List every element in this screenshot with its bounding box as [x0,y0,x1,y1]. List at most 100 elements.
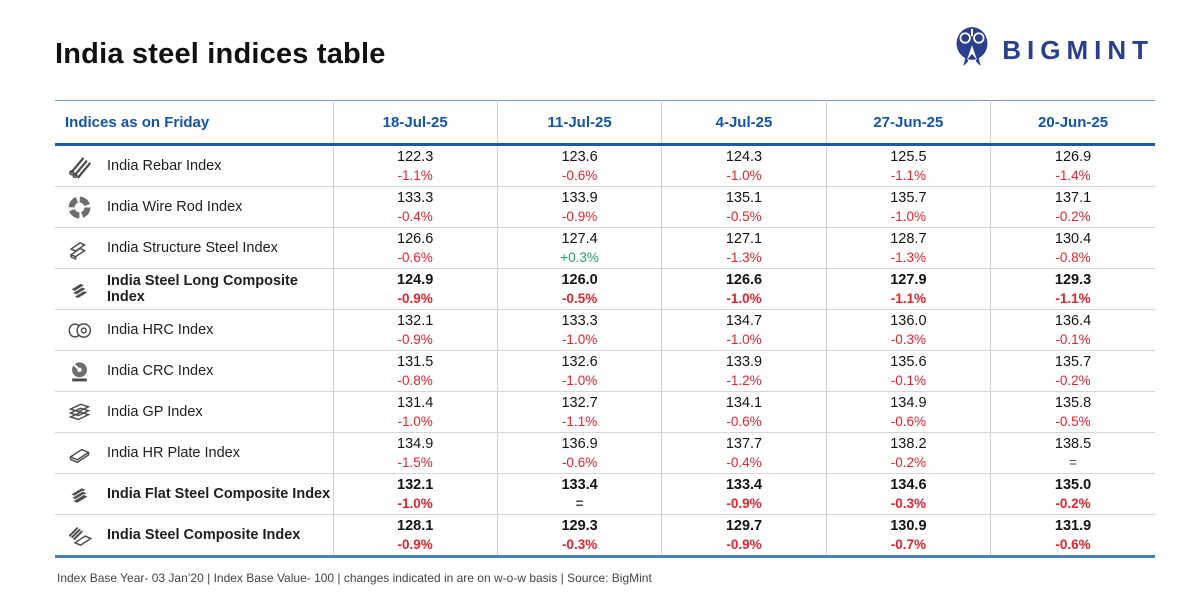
wow-change: -0.6% [1055,536,1091,552]
wow-change: -1.0% [726,290,762,306]
value-cell: 134.9 -1.5% [333,432,498,474]
column-header-date: 27-Jun-25 [826,100,992,146]
value-cell: 133.3 -1.0% [497,309,663,351]
wow-change: -0.7% [890,536,926,552]
wow-change: -0.9% [397,536,433,552]
value-cell: 124.9 -0.9% [333,268,498,310]
gp-icon [64,397,94,427]
index-value: 135.8 [1054,395,1092,412]
index-value: 131.5 [397,354,434,371]
wow-change: -0.2% [1055,372,1091,388]
page-title: India steel indices table [55,38,386,70]
index-label-cell: India HR Plate Index [55,432,334,474]
index-value: 127.4 [561,231,598,248]
index-value: 133.3 [397,190,434,207]
index-value: 124.9 [397,272,434,289]
index-value: 132.6 [561,354,598,371]
wow-change: -1.1% [561,413,598,429]
wow-change: -0.9% [397,331,433,347]
value-cell: 132.1 -1.0% [333,473,498,515]
wow-change: = [1069,454,1077,470]
index-value: 128.1 [397,518,434,535]
wow-change: -0.4% [397,208,433,224]
wow-change: -1.1% [397,167,433,183]
structure-steel-icon [64,233,94,263]
index-value: 138.2 [890,436,927,453]
value-cell: 134.7 -1.0% [661,309,827,351]
wow-change: -0.1% [1055,331,1091,347]
index-label-cell: India Steel Long Composite Index [55,268,334,310]
index-value: 135.7 [1054,354,1092,371]
index-value: 134.7 [725,313,763,330]
value-cell: 135.6 -0.1% [826,350,992,392]
index-name: India GP Index [107,404,203,420]
wow-change: -1.3% [726,249,762,265]
index-label-cell: India Wire Rod Index [55,186,334,228]
wow-change: -1.0% [890,208,926,224]
value-cell: 134.9 -0.6% [826,391,992,433]
hrc-icon [64,315,94,345]
index-value: 130.9 [890,518,927,535]
wow-change: -0.3% [890,331,926,347]
wow-change: -0.9% [726,536,762,552]
wow-change: -1.0% [726,167,762,183]
steel-composite-icon [64,520,94,550]
index-value: 135.1 [725,190,763,207]
wow-change: -1.2% [726,372,762,388]
wow-change: -1.0% [397,413,433,429]
wow-change: -0.6% [397,249,433,265]
index-value: 134.1 [725,395,763,412]
index-value: 135.0 [1054,477,1092,494]
table-row: India GP Index 131.4 -1.0% 132.7 -1.1% 134.1-… [55,391,1155,433]
wow-change: -1.0% [726,331,762,347]
wow-change: -1.1% [890,290,926,306]
wow-change: -0.6% [890,413,926,429]
table-row: India Wire Rod Index 133.3 -0.4% 133.9 -0.9%… [55,186,1155,228]
index-value: 134.9 [890,395,927,412]
value-cell: 125.5 -1.1% [826,144,992,187]
table-row: India HR Plate Index 134.9 -1.5% 136.9 -0.6%… [55,432,1155,474]
index-value: 126.9 [1054,149,1092,166]
wow-change: -0.1% [890,372,926,388]
index-name: India Steel Long Composite Index [107,273,298,305]
index-value: 127.9 [890,272,927,289]
index-value: 124.3 [725,149,763,166]
bigmint-logo-icon [952,26,992,75]
wire-rod-icon [64,192,94,222]
index-value: 133.4 [725,477,763,494]
value-cell: 133.9 -1.2% [661,350,827,392]
table-row: India Flat Steel Composite Index 132.1 -1.… [55,473,1155,515]
wow-change: -0.2% [1055,495,1091,511]
index-value: 131.4 [397,395,434,412]
index-value: 137.7 [725,436,763,453]
value-cell: 129.3 -0.3% [497,514,663,558]
value-cell: 137.1 -0.2% [990,186,1155,228]
wow-change: -0.6% [561,454,598,470]
wow-change: -0.8% [1055,249,1091,265]
wow-change: -1.1% [1055,290,1091,306]
value-cell: 133.4 = [497,473,663,515]
index-value: 133.9 [561,190,598,207]
wow-change: -1.0% [561,331,598,347]
value-cell: 127.4 +0.3% [497,227,663,269]
table-header-row: Indices as on Friday 18-Jul-25 11-Jul-25… [55,100,1155,146]
wow-change: -0.2% [890,454,926,470]
value-cell: 137.7 -0.4% [661,432,827,474]
index-value: 126.0 [561,272,598,289]
wow-change: -0.8% [397,372,433,388]
value-cell: 129.3 -1.1% [990,268,1155,310]
index-value: 133.4 [561,477,598,494]
table-row: India CRC Index 131.5 -0.8% 132.6 -1.0% 133.9… [55,350,1155,392]
index-label-cell: India Structure Steel Index [55,227,334,269]
value-cell: 130.4 -0.8% [990,227,1155,269]
value-cell: 135.7 -0.2% [990,350,1155,392]
value-cell: 126.6 -0.6% [333,227,498,269]
index-value: 130.4 [1054,231,1092,248]
index-name: India Rebar Index [107,158,222,174]
wow-change: = [575,495,584,511]
index-label-cell: India HRC Index [55,309,334,351]
value-cell: 136.0 -0.3% [826,309,992,351]
table-row: India Rebar Index 122.3 -1.1% 123.6 -0.6% 124… [55,144,1155,187]
rebar-icon [64,151,94,181]
index-value: 138.5 [1054,436,1092,453]
